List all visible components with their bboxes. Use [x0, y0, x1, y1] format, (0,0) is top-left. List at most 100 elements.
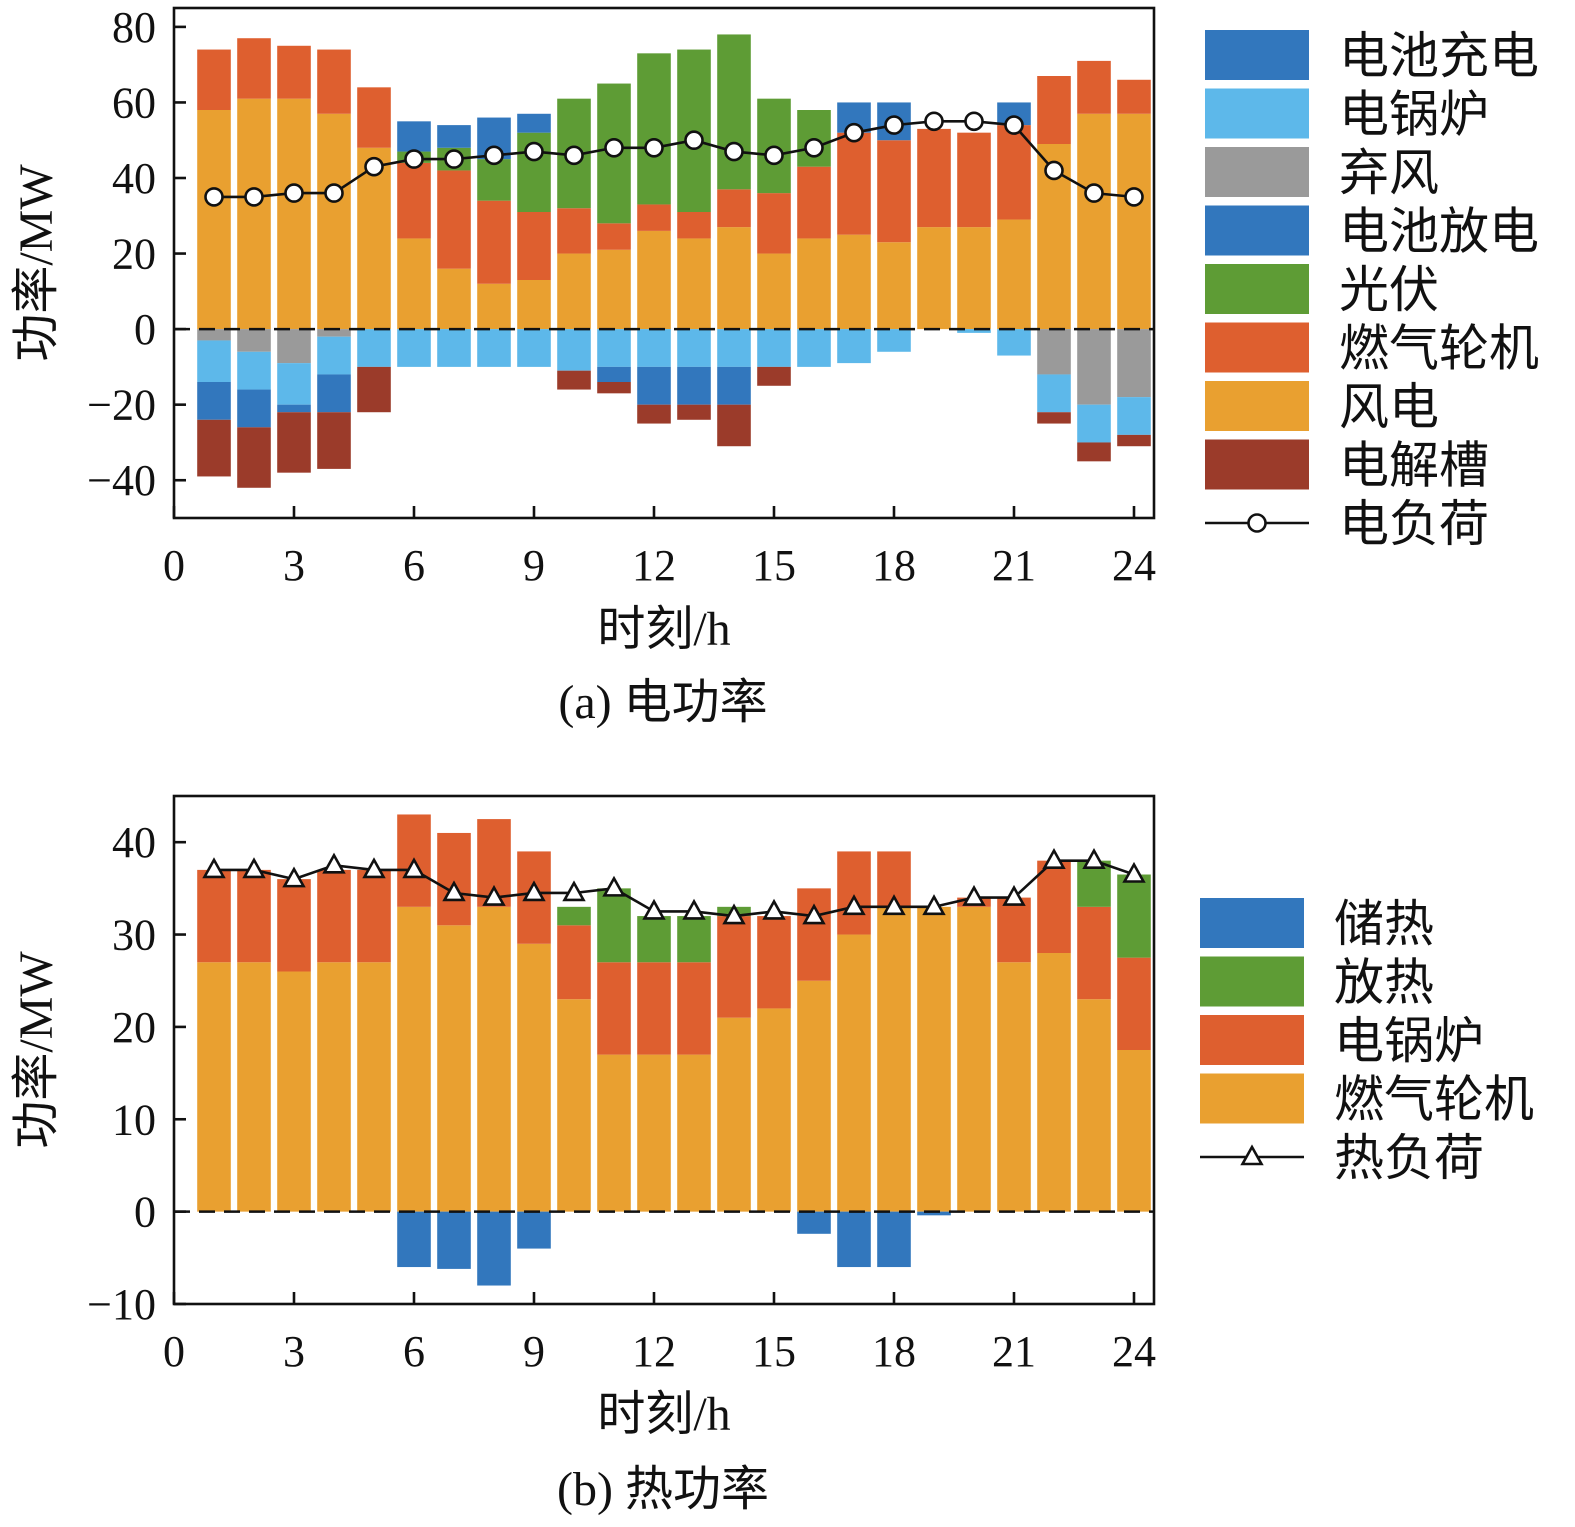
x-tick-label-1-8: 24 — [1112, 1327, 1156, 1376]
load-point-1-h13 — [682, 898, 706, 920]
x-tick-label-1-3: 9 — [523, 1327, 545, 1376]
bar-1-pos0-h9 — [517, 943, 551, 1212]
bar-0-pos1-h22 — [1037, 76, 1071, 144]
load-point-1-h6 — [402, 857, 426, 879]
bar-1-pos1-h7 — [437, 832, 471, 926]
bar-1-pos2-h12 — [637, 916, 671, 963]
load-point-0-h23 — [1084, 183, 1104, 203]
x-tick-label-1-4: 12 — [632, 1327, 676, 1376]
bar-0-pos1-h10 — [557, 208, 591, 254]
plot-frame-0 — [172, 6, 1156, 520]
y-tick-label-0-2: 0 — [134, 305, 156, 354]
x-axis-label-0: 时刻/h — [597, 603, 730, 656]
load-point-1-h14 — [722, 903, 746, 925]
bar-0-neg2-h13 — [677, 366, 711, 405]
bar-0-pos1-h19 — [917, 128, 951, 228]
bar-1-pos2-h24 — [1117, 874, 1151, 958]
load-line-0 — [214, 120, 1135, 199]
bar-1-pos0-h3 — [277, 971, 311, 1212]
x-tick-label-0-6: 18 — [872, 541, 916, 590]
bar-0-neg1-h14 — [717, 329, 751, 367]
load-point-0-h1 — [204, 187, 224, 207]
bar-1-pos1-h3 — [277, 879, 311, 972]
bar-1-pos1-h15 — [757, 916, 791, 1009]
bar-0-pos1-h8 — [477, 200, 511, 284]
bar-1-pos2-h13 — [677, 916, 711, 963]
legend-swatch-0-4 — [1205, 264, 1309, 314]
bar-1-pos1-h13 — [677, 962, 711, 1055]
load-point-0-h8 — [484, 145, 504, 166]
legend-marker-0-8 — [1247, 513, 1267, 533]
y-axis-label-0: 功率/MW — [10, 164, 63, 362]
x-tick-label-0-0: 0 — [163, 541, 185, 590]
bar-0-pos0-h14 — [717, 227, 751, 330]
load-point-1-h4 — [322, 852, 346, 874]
bar-0-pos1-h24 — [1117, 79, 1151, 114]
bar-1-pos0-h12 — [637, 1054, 671, 1212]
bar-0-pos2-h12 — [637, 53, 671, 205]
bar-1-pos0-h21 — [997, 962, 1031, 1212]
bar-1-pos0-h18 — [877, 906, 911, 1212]
load-point-0-h13 — [684, 130, 704, 151]
load-point-1-h20 — [962, 884, 986, 906]
x-tick-label-1-0: 0 — [163, 1327, 185, 1376]
x-tick-label-0-7: 21 — [992, 541, 1036, 590]
bar-1-pos0-h20 — [957, 906, 991, 1212]
bar-0-pos1-h2 — [237, 38, 271, 99]
bar-0-neg3-h12 — [637, 404, 671, 424]
load-point-1-h18 — [882, 894, 906, 916]
bar-1-pos0-h8 — [477, 906, 511, 1212]
bar-0-pos0-h18 — [877, 242, 911, 330]
bar-0-neg1-h3 — [277, 363, 311, 405]
bar-0-neg3-h23 — [1077, 442, 1111, 462]
bar-0-pos1-h17 — [837, 132, 871, 235]
load-point-0-h18 — [884, 115, 904, 135]
bar-1-pos1-h21 — [997, 897, 1031, 963]
load-point-1-h9 — [522, 880, 546, 902]
x-tick-label-1-7: 21 — [992, 1327, 1036, 1376]
bar-1-pos1-h4 — [317, 869, 351, 963]
bar-1-pos1-h14 — [717, 916, 751, 1018]
bar-1-pos0-h23 — [1077, 999, 1111, 1212]
bar-0-neg3-h22 — [1037, 412, 1071, 424]
x-tick-label-1-2: 6 — [403, 1327, 425, 1376]
bar-1-neg0-h9 — [517, 1211, 551, 1249]
x-tick-label-0-8: 24 — [1112, 541, 1156, 590]
bar-1-pos0-h14 — [717, 1017, 751, 1212]
legend-swatch-1-2 — [1200, 1015, 1304, 1065]
bar-1-pos0-h16 — [797, 980, 831, 1212]
bar-0-pos1-h15 — [757, 193, 791, 254]
bar-0-pos1-h5 — [357, 87, 391, 148]
bar-0-neg1-h8 — [477, 329, 511, 367]
bar-0-neg1-h18 — [877, 329, 911, 352]
legend-swatch-0-2 — [1205, 147, 1309, 197]
bar-0-pos3-h9 — [517, 113, 551, 133]
bar-0-pos0-h24 — [1117, 113, 1151, 330]
bar-0-pos1-h16 — [797, 166, 831, 239]
bar-0-pos3-h6 — [397, 121, 431, 152]
bar-0-pos0-h2 — [237, 98, 271, 330]
legend-label-1-0: 储热 — [1334, 896, 1434, 952]
bar-0-neg0-h2 — [237, 329, 271, 352]
load-point-0-h19 — [924, 111, 944, 132]
load-point-0-h10 — [564, 145, 584, 166]
bar-1-pos0-h24 — [1117, 1050, 1151, 1212]
bar-1-pos0-h19 — [917, 906, 951, 1212]
load-point-1-h23 — [1082, 847, 1106, 869]
bar-0-pos0-h17 — [837, 234, 871, 330]
bar-0-neg2-h1 — [197, 382, 231, 420]
legend-swatch-0-3 — [1205, 205, 1309, 256]
y-tick-label-1-1: 0 — [134, 1188, 156, 1237]
bar-1-pos0-h15 — [757, 1008, 791, 1212]
bar-0-pos1-h3 — [277, 45, 311, 99]
bar-0-neg2-h3 — [277, 404, 311, 413]
load-point-1-h5 — [362, 857, 386, 879]
bar-0-pos0-h5 — [357, 147, 391, 330]
bar-0-neg0-h23 — [1077, 329, 1111, 405]
y-tick-label-0-3: 20 — [112, 230, 156, 279]
bar-0-neg1-h7 — [437, 329, 471, 367]
load-point-0-h15 — [764, 145, 784, 166]
load-point-1-h7 — [442, 880, 466, 902]
